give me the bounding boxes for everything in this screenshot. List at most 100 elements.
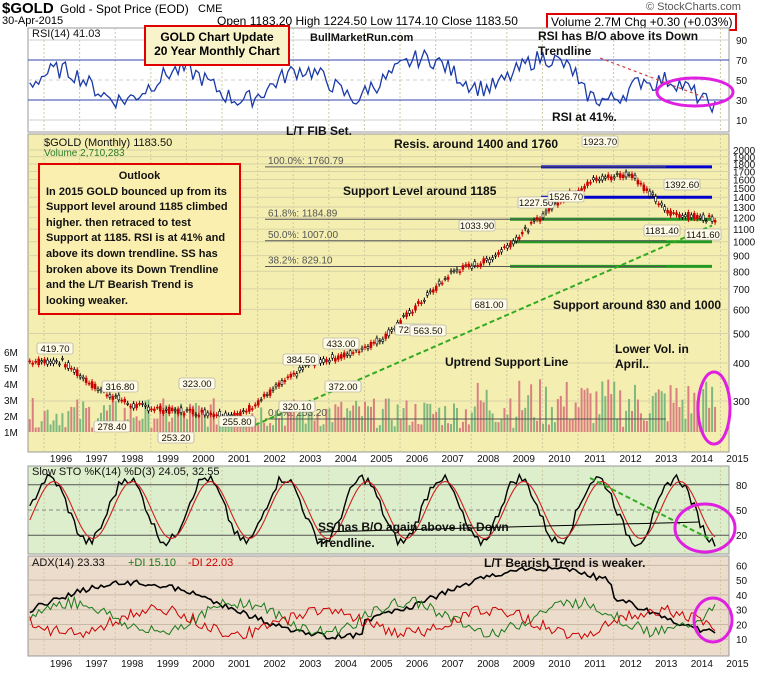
volume-bar [91,427,94,432]
candle-body [606,174,610,178]
candle-body [423,299,426,302]
rsi-label: RSI(14) 41.03 [32,28,101,40]
date: 30-Apr-2015 [2,15,64,27]
rsi-tick-label: 10 [736,116,748,127]
price-tick-label: 2000 [733,146,756,157]
price-label: 1227.50 [519,198,553,209]
volume-bar [343,417,346,432]
candle-body [286,376,290,379]
candle-body [598,178,601,181]
candle-body [657,203,661,206]
candle-body [520,232,524,235]
candle-body [517,236,521,240]
candle-body [37,358,40,366]
candle-body [500,249,503,253]
volume-bar [73,407,76,432]
price-label-box [517,196,555,209]
candle-body [426,292,429,296]
volume-bar [316,413,319,432]
year-label: 2013 [655,454,678,465]
volume-tick-label: 5M [4,364,18,375]
candle-body [212,413,216,418]
candle-body [420,302,423,304]
candle-body [126,403,129,405]
volume-bar [515,416,518,432]
candle-body [132,403,135,409]
volume-bar [58,425,61,432]
volume-bar [482,402,485,432]
volume-bar [536,420,539,432]
volume-bar [375,427,378,432]
volume-bar [132,417,135,432]
volume-bar [559,395,562,432]
candle-body [268,389,272,396]
volume-bar [432,413,435,432]
price-tick-label: 1700 [733,168,756,179]
volume-bar [512,427,515,432]
candle-body [681,215,684,218]
symbol: $GOLD [2,0,54,17]
volume-bar [34,427,37,432]
candle-body [384,333,388,339]
sto-d-line [29,480,716,540]
year-label: 2009 [513,454,536,465]
candle-body [485,258,488,261]
axes: 2000190018001700160015001400130012001100… [4,36,756,670]
volume-bar [349,410,352,432]
year-label-bottom: 2012 [619,659,642,670]
candle-body [595,177,598,181]
price-labels: 419.70 316.80 278.40 253.20 323.00 255.80 320.… [36,135,722,444]
candle-body [203,409,207,416]
volume-bar [488,410,491,432]
candle-body [250,408,254,410]
candle-body [144,404,147,407]
volume-bar [467,424,470,432]
year-label-bottom: 2004 [335,659,358,670]
volume-bar [491,413,494,432]
candle-body [713,220,717,223]
volume-bar [396,404,399,432]
candle-body [580,188,583,191]
volume-bar [479,400,482,432]
ss-bo-text: SS has B/O again above its Down Trendlin… [318,520,509,550]
candle-body [58,363,61,366]
ohlc: Open 1183.20 High 1224.50 Low 1174.10 Cl… [217,14,518,28]
volume-bar [711,386,714,432]
candle-body [440,282,444,285]
candle-body [117,394,121,401]
candle-body [618,173,622,178]
candle-body [666,210,669,214]
year-label: 2015 [726,454,749,465]
candle-body [660,202,663,206]
candle-body [256,400,260,406]
candle-body [636,179,640,185]
chart-header: $GOLD Gold - Spot Price (EOD) CME © Stoc… [0,0,766,31]
volume-bar [114,401,117,432]
volume-bar [660,391,663,432]
volume-bar [500,419,503,432]
price-label: 278.40 [97,422,126,433]
price-label-box [278,400,316,413]
year-label: 2011 [584,454,606,465]
volume-bar [681,399,684,432]
volume-bar [441,425,444,432]
volume-bar [144,400,147,432]
candle-body [639,182,643,185]
volume-bar [675,388,678,432]
candle-body [515,236,518,242]
volume-bar [565,381,568,432]
volume-tick-label: 1M [4,428,18,439]
year-label-bottom: 2003 [299,659,322,670]
candle-body [357,351,361,353]
candle-body [479,263,483,267]
instrument-name: Gold - Spot Price (EOD) [60,2,189,16]
candle-body [197,415,201,417]
volume-bar [31,398,34,432]
volume-highlight-ellipse [696,370,732,446]
price-tick-label: 400 [733,359,750,370]
volume-bar [313,420,316,432]
year-label: 2002 [263,454,286,465]
price-label-box [643,224,681,237]
volume-bar [494,421,497,432]
year-label-bottom: 2009 [513,659,536,670]
